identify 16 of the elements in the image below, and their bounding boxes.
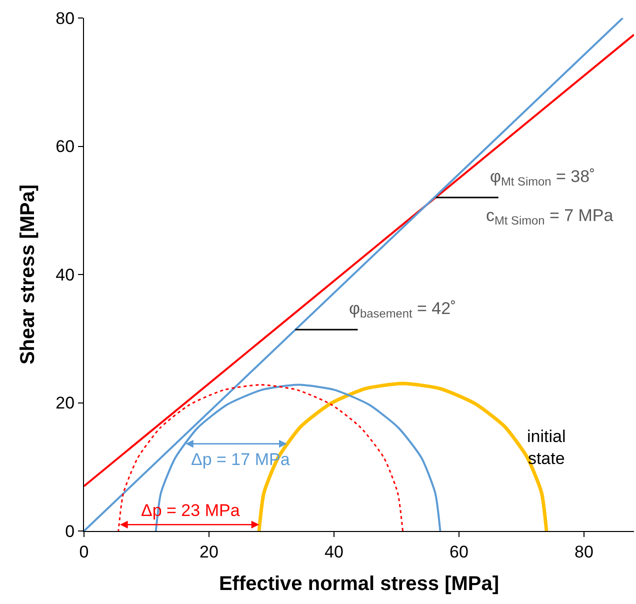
annotation: φ$_{basement}$ = 42˚ [349,299,456,321]
x-axis-title: Effective normal stress [MPa] [218,572,500,595]
y-tick-label: 60 [56,137,75,156]
x-tick-label: 40 [324,542,344,562]
annotation: c$_{Mt Simon}$ = 7 MPa [486,206,614,228]
y-tick-label: 80 [56,8,75,28]
x-tick-label: 60 [450,542,468,562]
y-axis-title: Shear stress [MPa] [17,184,40,365]
annotation: φ$_{Mt Simon}$ = 38˚ [490,167,596,189]
x-tick-label: 80 [574,542,594,562]
y-tick-label: 0 [65,522,75,541]
annotation: initial state [527,427,566,468]
y-tick-label: 40 [56,265,75,284]
y-tick-label: 20 [56,394,75,413]
x-tick-label: 0 [79,542,89,562]
x-tick-label: 20 [200,542,218,562]
